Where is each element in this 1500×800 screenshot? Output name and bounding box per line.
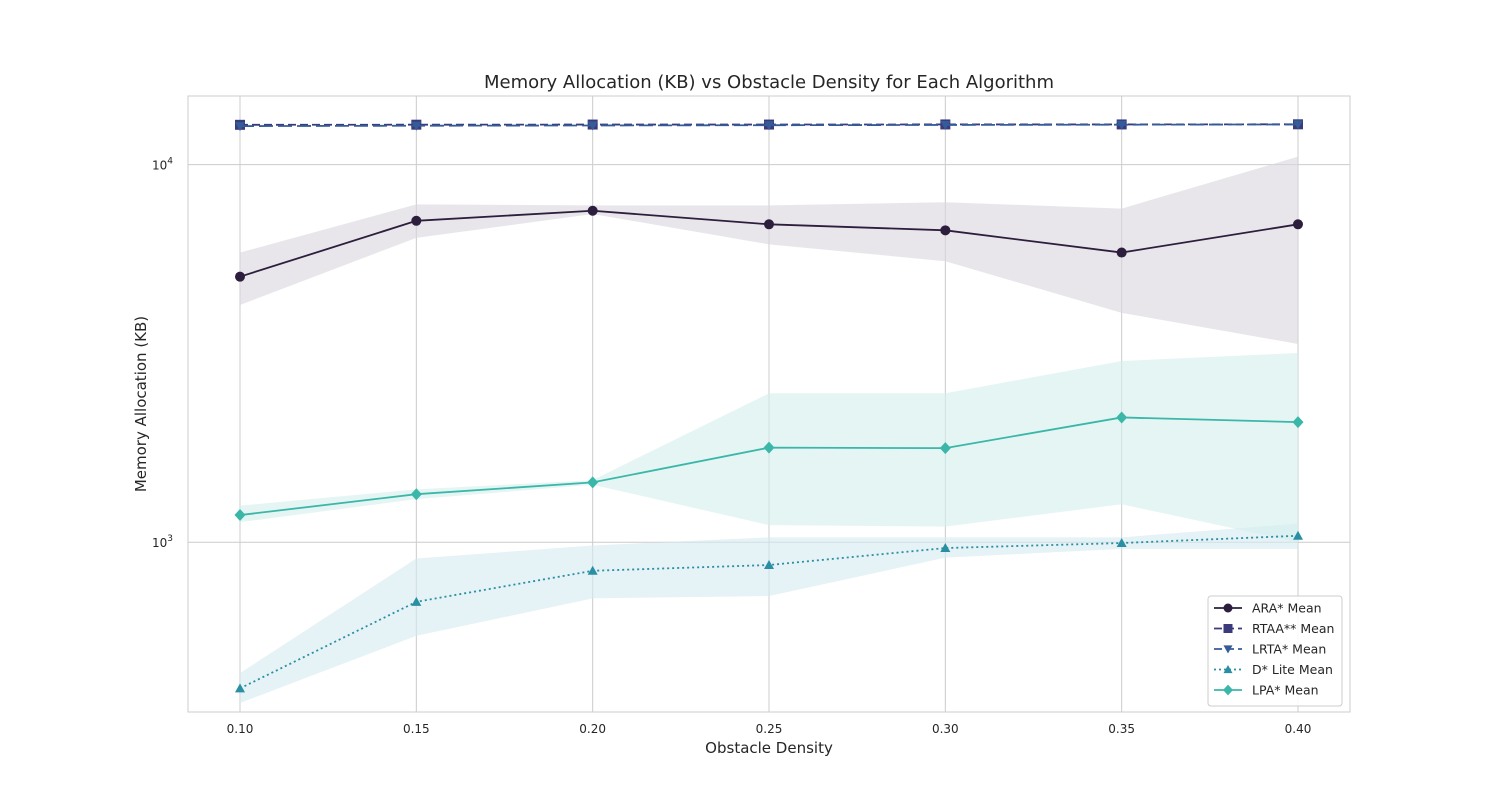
legend-label: LRTA* Mean xyxy=(1252,642,1326,657)
data-point xyxy=(1292,416,1304,429)
confidence-band xyxy=(240,523,1298,704)
data-point xyxy=(764,560,774,570)
x-tick-label: 0.30 xyxy=(932,722,959,736)
x-tick-label: 0.15 xyxy=(403,722,430,736)
x-axis-ticks: 0.10 0.15 0.20 0.25 0.30 0.35 0.40 xyxy=(227,722,1312,736)
data-point xyxy=(764,219,774,230)
x-tick-label: 0.10 xyxy=(227,722,254,736)
data-point xyxy=(764,121,774,131)
data-point xyxy=(587,476,599,489)
legend-label: LPA* Mean xyxy=(1252,683,1319,698)
legend: ARA* Mean RTAA** Mean LRTA* Mean D* Lite Me… xyxy=(1207,595,1343,707)
data-point xyxy=(411,121,422,131)
data-point xyxy=(234,509,246,522)
data-point xyxy=(1223,684,1233,696)
data-point xyxy=(411,596,422,606)
legend-label: ARA* Mean xyxy=(1252,601,1322,616)
data-point xyxy=(235,683,245,693)
chart-title: Memory Allocation (KB) vs Obstacle Densi… xyxy=(484,72,1054,93)
data-point xyxy=(940,225,951,236)
data-point xyxy=(1293,219,1303,230)
data-point xyxy=(1116,120,1127,130)
data-point xyxy=(410,488,422,501)
legend-label: D* Lite Mean xyxy=(1252,662,1333,677)
data-point xyxy=(235,271,245,282)
data-point xyxy=(1223,624,1233,633)
data-point xyxy=(587,121,598,131)
data-point xyxy=(1116,538,1127,548)
x-tick-label: 0.20 xyxy=(579,722,606,736)
series-lines xyxy=(234,119,1304,693)
data-point xyxy=(587,565,598,575)
y-axis-ticks: 103 104 xyxy=(152,157,173,551)
plot-frame xyxy=(187,95,1351,713)
data-point xyxy=(1223,645,1233,654)
x-tick-label: 0.40 xyxy=(1285,722,1312,736)
data-point xyxy=(940,543,951,553)
data-point xyxy=(1116,411,1128,424)
y-axis-label: Memory Allocation (KB) xyxy=(132,316,150,492)
data-point xyxy=(940,120,951,130)
data-point xyxy=(411,215,422,226)
x-tick-label: 0.25 xyxy=(756,722,783,736)
data-point xyxy=(1116,247,1127,258)
data-point xyxy=(939,442,951,455)
data-point xyxy=(587,205,598,216)
data-point xyxy=(1293,530,1303,540)
data-point xyxy=(235,122,245,132)
y-tick-label: 104 xyxy=(152,157,173,173)
data-point xyxy=(1293,120,1303,130)
confidence-band xyxy=(240,156,1298,344)
data-point xyxy=(1223,603,1233,613)
x-axis-label: Obstacle Density xyxy=(705,739,833,757)
x-tick-label: 0.35 xyxy=(1108,722,1135,736)
legend-label: RTAA** Mean xyxy=(1252,621,1334,636)
legend-box xyxy=(1207,595,1343,707)
data-point xyxy=(1223,665,1233,674)
data-point xyxy=(763,441,775,454)
y-tick-label: 103 xyxy=(152,534,173,550)
